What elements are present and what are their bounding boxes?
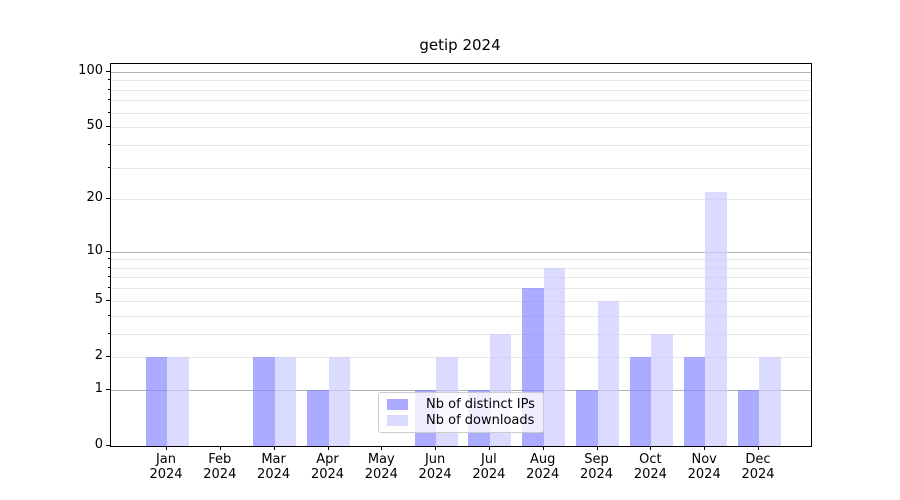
legend-item: Nb of downloads — [387, 414, 535, 427]
gridline-minor — [111, 356, 811, 358]
y-minor-tick-mark — [108, 88, 110, 90]
gridline-minor — [111, 199, 811, 201]
plot-area — [110, 63, 812, 447]
bar-downloads — [597, 300, 619, 446]
x-axis-tick-label: Nov 2024 — [687, 452, 721, 482]
gridline-minor — [111, 288, 811, 290]
legend-swatch-distinct-ips — [387, 399, 408, 410]
x-tick-mark — [542, 446, 544, 450]
x-tick-mark — [219, 446, 221, 450]
bar-distinct-ips — [253, 356, 275, 446]
y-minor-tick-mark — [108, 79, 110, 81]
gridline-minor — [111, 127, 811, 129]
x-tick-mark — [327, 446, 329, 450]
gridline-major — [111, 389, 811, 391]
y-minor-tick-mark — [108, 299, 110, 301]
bar-downloads — [651, 333, 673, 446]
gridline-minor — [111, 89, 811, 91]
x-tick-mark — [273, 446, 275, 450]
x-axis-tick-label: Feb 2024 — [203, 452, 237, 482]
y-minor-tick-mark — [108, 143, 110, 145]
y-axis-tick-label: 100 — [78, 62, 103, 78]
x-axis-tick-label: Oct 2024 — [633, 452, 667, 482]
x-tick-mark — [758, 446, 759, 450]
bar-distinct-ips — [737, 389, 759, 446]
y-axis-tick-label: 0 — [94, 437, 103, 452]
gridline-minor — [111, 144, 811, 146]
gridline-minor — [111, 167, 811, 169]
y-minor-tick-mark — [108, 166, 110, 168]
x-tick-mark — [650, 446, 652, 450]
y-minor-tick-mark — [108, 287, 110, 289]
bar-distinct-ips — [307, 389, 329, 446]
y-minor-tick-mark — [108, 314, 110, 316]
bar-downloads — [328, 356, 350, 446]
legend: Nb of distinct IPs Nb of downloads — [378, 392, 544, 433]
y-minor-tick-mark — [108, 276, 110, 278]
chart-title: getip 2024 — [419, 36, 501, 54]
y-tick-mark — [106, 250, 110, 252]
gridline-minor — [111, 80, 811, 82]
x-axis-tick-label: Mar 2024 — [257, 452, 291, 482]
x-tick-mark — [381, 446, 383, 450]
y-minor-tick-mark — [108, 99, 110, 101]
y-axis-tick-label: 10 — [86, 242, 103, 258]
legend-item: Nb of distinct IPs — [387, 398, 535, 411]
gridline-minor — [111, 333, 811, 335]
y-axis-tick-label: 1 — [94, 380, 103, 396]
y-minor-tick-mark — [108, 126, 110, 128]
x-axis-tick-label: Aug 2024 — [526, 452, 560, 482]
legend-label: Nb of downloads — [426, 413, 535, 428]
legend-swatch-downloads — [387, 415, 408, 426]
y-axis-tick-label: 2 — [94, 347, 103, 363]
x-axis-tick-label: Jul 2024 — [472, 452, 506, 482]
gridline-minor — [111, 300, 811, 302]
gridline-major — [111, 71, 811, 73]
y-minor-tick-mark — [108, 258, 110, 260]
x-axis-tick-label: Jun 2024 — [418, 452, 452, 482]
legend-label: Nb of distinct IPs — [426, 397, 535, 412]
bar-downloads — [167, 356, 189, 446]
x-axis-tick-label: Apr 2024 — [310, 452, 345, 482]
x-tick-mark — [704, 446, 706, 450]
y-axis-tick-label: 20 — [86, 190, 103, 206]
y-tick-mark — [106, 70, 110, 72]
bar-distinct-ips — [683, 356, 706, 446]
gridline-minor — [111, 259, 811, 261]
gridline-minor — [111, 267, 811, 269]
y-minor-tick-mark — [108, 332, 110, 334]
bar-downloads — [543, 267, 566, 446]
y-minor-tick-mark — [108, 355, 110, 357]
y-minor-tick-mark — [108, 266, 110, 268]
y-tick-mark — [106, 445, 110, 446]
gridline-major — [111, 251, 811, 253]
x-tick-mark — [488, 446, 490, 450]
gridline-minor — [111, 112, 811, 114]
x-axis-tick-label: May 2024 — [364, 452, 398, 482]
bar-distinct-ips — [145, 356, 167, 446]
x-axis-tick-label: Jan 2024 — [149, 452, 183, 482]
gridline-minor — [111, 315, 811, 317]
gridline-minor — [111, 100, 811, 102]
y-axis-tick-label: 50 — [86, 118, 103, 134]
x-tick-mark — [435, 446, 437, 450]
x-tick-mark — [596, 446, 598, 450]
y-axis-tick-label: 5 — [94, 291, 103, 307]
x-axis-tick-label: Sep 2024 — [579, 452, 614, 482]
x-axis-tick-label: Dec 2024 — [741, 452, 775, 482]
bar-distinct-ips — [629, 356, 652, 446]
bar-downloads — [274, 356, 297, 446]
y-minor-tick-mark — [108, 198, 110, 200]
y-minor-tick-mark — [108, 111, 110, 113]
x-tick-mark — [166, 446, 167, 450]
bar-downloads — [759, 356, 781, 446]
gridline-minor — [111, 277, 811, 279]
bar-downloads — [705, 191, 727, 446]
bar-distinct-ips — [576, 389, 598, 446]
y-tick-mark — [106, 388, 110, 390]
